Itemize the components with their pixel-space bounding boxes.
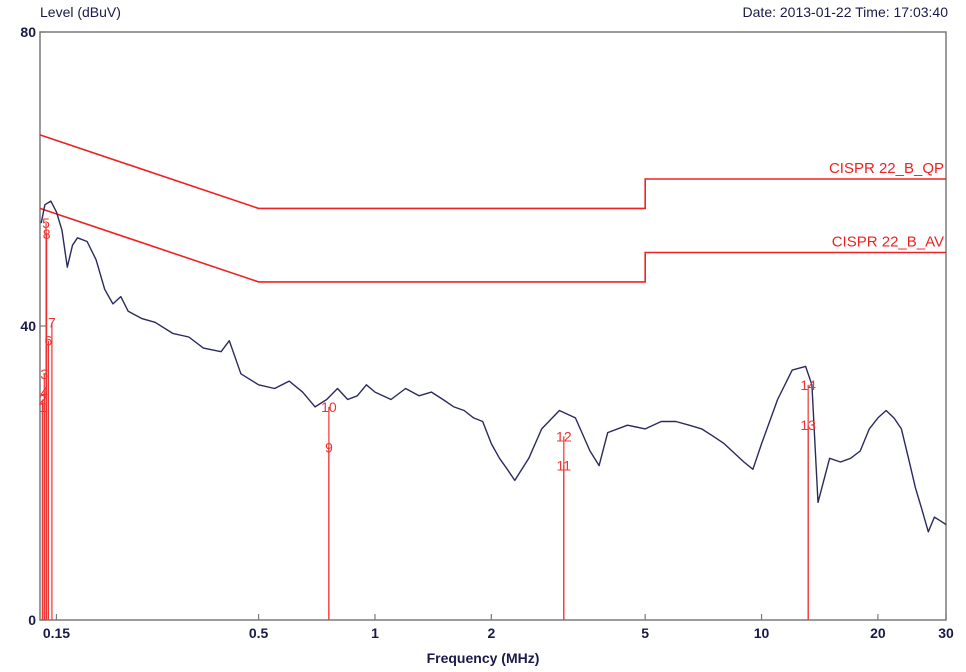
marker-label: 12 — [556, 428, 572, 444]
x-tick-label: 30 — [938, 625, 954, 641]
x-tick-label: 1 — [371, 625, 379, 641]
x-tick-label: 5 — [641, 625, 649, 641]
date-time-stamp: Date: 2013-01-22 Time: 17:03:40 — [742, 4, 948, 20]
x-tick-label: 20 — [870, 625, 886, 641]
marker-label: 11 — [557, 458, 572, 474]
x-tick-label: 0.5 — [249, 625, 269, 641]
plot-frame — [39, 31, 947, 621]
x-tick-label: 0.15 — [43, 625, 70, 641]
marker-label: 13 — [800, 417, 816, 433]
marker-label: 8 — [43, 226, 51, 242]
y-axis-label: Level (dBuV) — [40, 4, 121, 20]
x-tick-label: 10 — [754, 625, 770, 641]
limit-line-label: CISPR 22_B_AV — [832, 234, 944, 251]
spectrum-trace — [40, 200, 947, 533]
limit-line-label: CISPR 22_B_QP — [829, 160, 944, 177]
marker-label: 4 — [40, 384, 48, 400]
marker-label: 9 — [325, 439, 333, 455]
limit-line — [39, 207, 946, 283]
marker-label: 5 — [42, 215, 50, 231]
limit-line — [39, 134, 946, 210]
y-tick-label: 0 — [28, 612, 36, 628]
y-tick-label: 80 — [20, 24, 36, 40]
marker-label: 10 — [321, 399, 337, 415]
marker-label: 1 — [39, 399, 47, 415]
y-tick-label: 40 — [20, 318, 36, 334]
marker-label: 7 — [48, 314, 56, 330]
marker-label: 6 — [45, 333, 53, 349]
x-tick-label: 2 — [487, 625, 495, 641]
marker-label: 14 — [800, 377, 816, 393]
marker-label: 3 — [40, 366, 48, 382]
x-axis-label: Frequency (MHz) — [426, 650, 540, 666]
marker-label: 2 — [39, 392, 47, 408]
